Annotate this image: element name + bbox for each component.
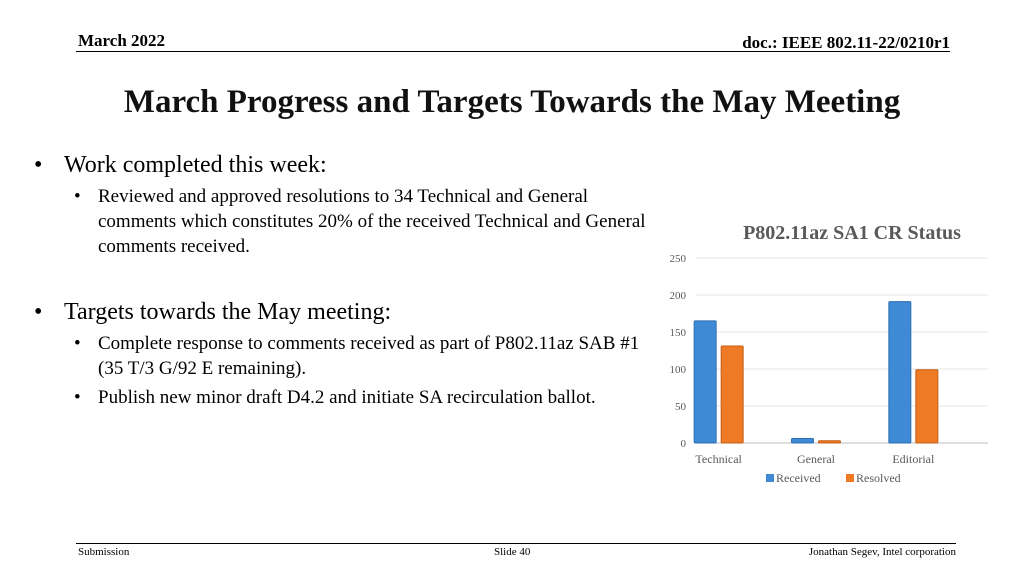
sub-bullet: • Reviewed and approved resolutions to 3… xyxy=(34,184,654,259)
footer-submission: Submission xyxy=(78,546,130,558)
slide-title: March Progress and Targets Towards the M… xyxy=(123,84,901,120)
bar-resolved-general xyxy=(818,440,841,444)
legend-swatch-received xyxy=(766,474,774,482)
chart-title: P802.11az SA1 CR Status xyxy=(743,222,961,244)
x-tick-label: Technical xyxy=(695,452,742,466)
y-tick-label: 50 xyxy=(675,401,687,413)
bullet-targets: • Targets towards the May meeting: xyxy=(34,297,654,327)
bar-received-editorial xyxy=(888,301,912,444)
sub-bullet-text: Reviewed and approved resolutions to 34 … xyxy=(98,186,646,257)
bullet-work-completed: • Work completed this week: xyxy=(34,150,654,180)
bullet-list: • Work completed this week: • Reviewed a… xyxy=(34,150,654,410)
bullet-text: Work completed this week: xyxy=(64,152,327,178)
header-divider xyxy=(76,51,950,52)
sub-bullet-text: Publish new minor draft D4.2 and initiat… xyxy=(98,387,596,408)
x-tick-label: General xyxy=(797,452,836,466)
bullet-dot-icon: • xyxy=(34,299,43,325)
y-tick-label: 150 xyxy=(670,327,687,339)
y-tick-label: 0 xyxy=(681,438,687,450)
y-tick-label: 250 xyxy=(670,253,687,265)
bullet-dot-icon: • xyxy=(74,333,81,354)
header-doc-id: doc.: IEEE 802.11-22/0210r1 xyxy=(742,33,950,52)
sub-bullet: • Publish new minor draft D4.2 and initi… xyxy=(34,385,654,410)
chart-svg: P802.11az SA1 CR Status 0 50 100 150 200 250 Te… xyxy=(670,222,988,485)
y-tick-label: 100 xyxy=(670,364,687,376)
bullet-text: Targets towards the May meeting: xyxy=(64,299,392,325)
legend-swatch-resolved xyxy=(846,474,854,482)
y-tick-label: 200 xyxy=(670,290,687,302)
bullet-dot-icon: • xyxy=(74,387,81,408)
legend-label-received: Received xyxy=(776,471,821,485)
bullet-dot-icon: • xyxy=(74,186,81,207)
cr-status-chart: P802.11az SA1 CR Status 0 50 100 150 200 250 Te… xyxy=(650,212,1000,502)
footer-slide-number: Slide 40 xyxy=(494,546,531,558)
bar-received-general xyxy=(791,438,814,444)
x-tick-label: Editorial xyxy=(892,452,935,466)
bar-resolved-technical xyxy=(720,345,744,444)
header-date: March 2022 xyxy=(78,31,166,50)
bar-resolved-editorial xyxy=(915,369,939,444)
sub-bullet: • Complete response to comments received… xyxy=(34,331,654,381)
bullet-dot-icon: • xyxy=(34,152,43,178)
bar-received-technical xyxy=(693,320,717,444)
footer-author: Jonathan Segev, Intel corporation xyxy=(808,546,956,558)
sub-bullet-text: Complete response to comments received a… xyxy=(98,333,640,379)
legend-label-resolved: Resolved xyxy=(856,471,901,485)
footer-divider xyxy=(76,543,956,544)
